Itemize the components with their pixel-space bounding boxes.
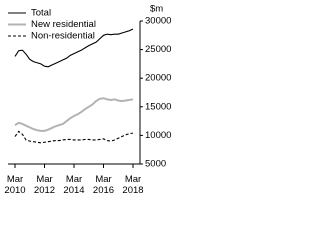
legend-label: Total — [31, 8, 51, 19]
y-tick-label: 20000 — [145, 73, 171, 84]
y-axis-label: $m — [150, 4, 163, 15]
series-line — [14, 97, 134, 132]
x-tick-label: Mar 2010 — [4, 174, 25, 196]
series-line — [14, 28, 134, 68]
chart: $m 5000 10000 15000 20000 25000 30000 Mar 2010 M… — [4, 4, 171, 196]
x-tick-label: Mar 2016 — [93, 174, 114, 196]
y-tick-label: 5000 — [145, 159, 166, 170]
legend-label: Non-residential — [31, 31, 95, 42]
x-tick-label: Mar 2018 — [122, 174, 143, 196]
y-tick-label: 30000 — [145, 16, 171, 27]
x-tick-label: Mar 2014 — [63, 174, 84, 196]
x-tick-label: Mar 2012 — [34, 174, 55, 196]
y-tick-label: 25000 — [145, 44, 171, 55]
series-line — [14, 130, 134, 144]
legend-label: New residential — [31, 19, 96, 30]
y-tick-label: 10000 — [145, 130, 171, 141]
y-tick-label: 15000 — [145, 101, 171, 112]
